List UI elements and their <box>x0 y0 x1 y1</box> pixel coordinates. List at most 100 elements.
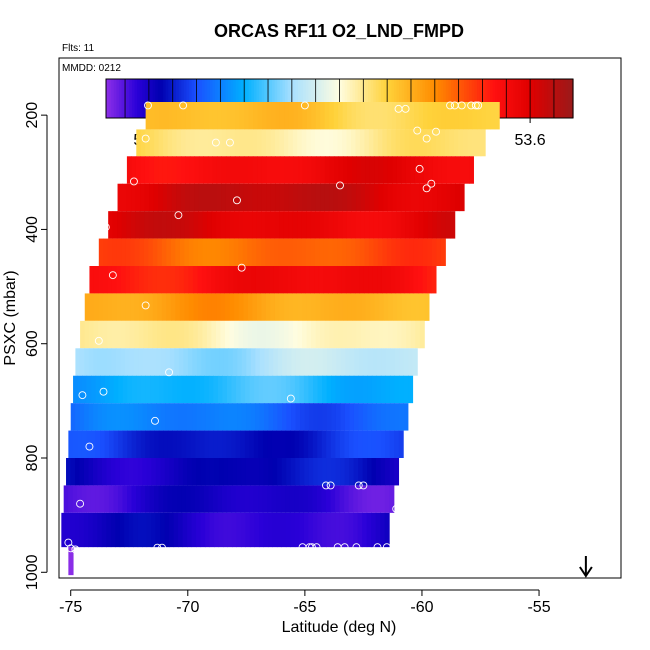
heatmap-cell <box>235 485 241 513</box>
heatmap-cell <box>316 485 322 513</box>
heatmap-cell <box>139 211 145 239</box>
heatmap-cell <box>238 320 244 349</box>
heatmap-cell <box>98 266 104 294</box>
heatmap-cell <box>290 512 296 548</box>
heatmap-cell <box>333 129 339 157</box>
heatmap-cell <box>367 375 373 404</box>
heatmap-cell <box>190 375 196 404</box>
heatmap-cell <box>204 375 210 404</box>
heatmap-cell <box>265 293 271 321</box>
heatmap-cell <box>355 211 361 239</box>
heatmap-cell <box>372 266 378 294</box>
heatmap-cell <box>129 320 135 349</box>
heatmap-cell <box>322 403 328 431</box>
heatmap-cell <box>192 348 198 376</box>
flight-point <box>359 481 368 490</box>
heatmap-cell <box>144 211 150 239</box>
heatmap-cell <box>201 403 207 431</box>
heatmap-cell <box>205 348 211 376</box>
heatmap-cell <box>72 430 78 458</box>
heatmap-cell <box>419 293 425 321</box>
heatmap-cell <box>394 430 400 458</box>
heatmap-cell <box>188 320 194 349</box>
heatmap-cell <box>351 293 358 321</box>
heatmap-cell <box>348 512 354 548</box>
heatmap-cell <box>329 183 335 212</box>
heatmap-cell <box>427 102 433 130</box>
colorbar-cell <box>417 79 421 118</box>
flight-point <box>322 481 330 490</box>
colorbar-cell <box>547 79 551 118</box>
heatmap-cell <box>283 211 289 239</box>
heatmap-cell <box>324 102 330 130</box>
heatmap-cell <box>358 375 364 404</box>
heatmap-cell <box>236 512 242 548</box>
heatmap-cell <box>117 183 123 212</box>
heatmap-cell <box>381 348 387 376</box>
heatmap-cell <box>224 238 230 266</box>
heatmap-cell <box>454 102 460 130</box>
colorbar-cell <box>458 79 463 118</box>
heatmap-cell <box>373 238 379 266</box>
heatmap-cell <box>345 348 351 376</box>
heatmap-cell <box>193 320 199 349</box>
heatmap-cell <box>364 129 370 157</box>
heatmap-cell <box>394 403 400 431</box>
colorbar-cell <box>425 79 429 118</box>
heatmap-cell <box>295 403 301 431</box>
heatmap-cell <box>490 102 496 130</box>
heatmap-cell <box>262 430 268 458</box>
heatmap-cell <box>270 102 276 130</box>
heatmap-cell <box>270 293 276 321</box>
heatmap-cell <box>88 458 94 486</box>
heatmap-cell <box>207 211 213 239</box>
x-axis-label: Latitude (deg N) <box>282 619 397 636</box>
colorbar-cell <box>464 79 468 118</box>
heatmap-cell <box>377 266 383 294</box>
heatmap-cell <box>356 156 362 184</box>
colorbar-cell <box>352 79 356 118</box>
heatmap-cell <box>156 266 162 294</box>
heatmap-cell <box>113 375 119 404</box>
colorbar-cell <box>541 79 546 118</box>
heatmap-cell <box>171 156 177 184</box>
heatmap-cell <box>444 129 450 157</box>
heatmap-cell <box>266 156 272 184</box>
heatmap-cell <box>159 102 165 130</box>
heatmap-cell <box>172 375 178 404</box>
colorbar-cell <box>142 79 146 118</box>
heatmap-cell <box>441 102 447 130</box>
y-tick-label: 1000 <box>24 554 41 590</box>
heatmap-cell <box>254 375 260 404</box>
colorbar-cell <box>160 79 164 118</box>
heatmap-cell <box>252 129 258 157</box>
heatmap-cell <box>93 348 99 376</box>
heatmap-cell <box>245 512 251 548</box>
heatmap-cell <box>386 238 392 266</box>
heatmap-cell <box>363 348 369 376</box>
heatmap-cell <box>97 512 103 548</box>
heatmap-cell <box>180 183 186 212</box>
heatmap-cell <box>199 375 205 404</box>
heatmap-cell <box>144 156 150 184</box>
heatmap-cell <box>185 485 191 513</box>
heatmap-cell <box>110 512 116 548</box>
heatmap-cell <box>337 129 343 157</box>
colorbar-cell <box>144 79 149 118</box>
heatmap-cell <box>335 403 341 431</box>
heatmap-cell <box>376 348 382 376</box>
heatmap-cell <box>333 183 339 212</box>
heatmap-cell <box>127 430 133 458</box>
heatmap-cell <box>176 485 182 513</box>
heatmap-cell <box>204 430 210 458</box>
heatmap-cell <box>405 183 411 212</box>
heatmap-cell <box>267 375 273 404</box>
heatmap-cell <box>340 375 346 404</box>
heatmap-cell <box>272 512 278 548</box>
heatmap-cell <box>249 375 255 404</box>
heatmap-cell <box>126 211 132 239</box>
heatmap-cell <box>213 375 219 404</box>
heatmap-cell <box>368 266 374 294</box>
heatmap-cell <box>107 320 113 349</box>
heatmap-cell <box>321 485 327 513</box>
